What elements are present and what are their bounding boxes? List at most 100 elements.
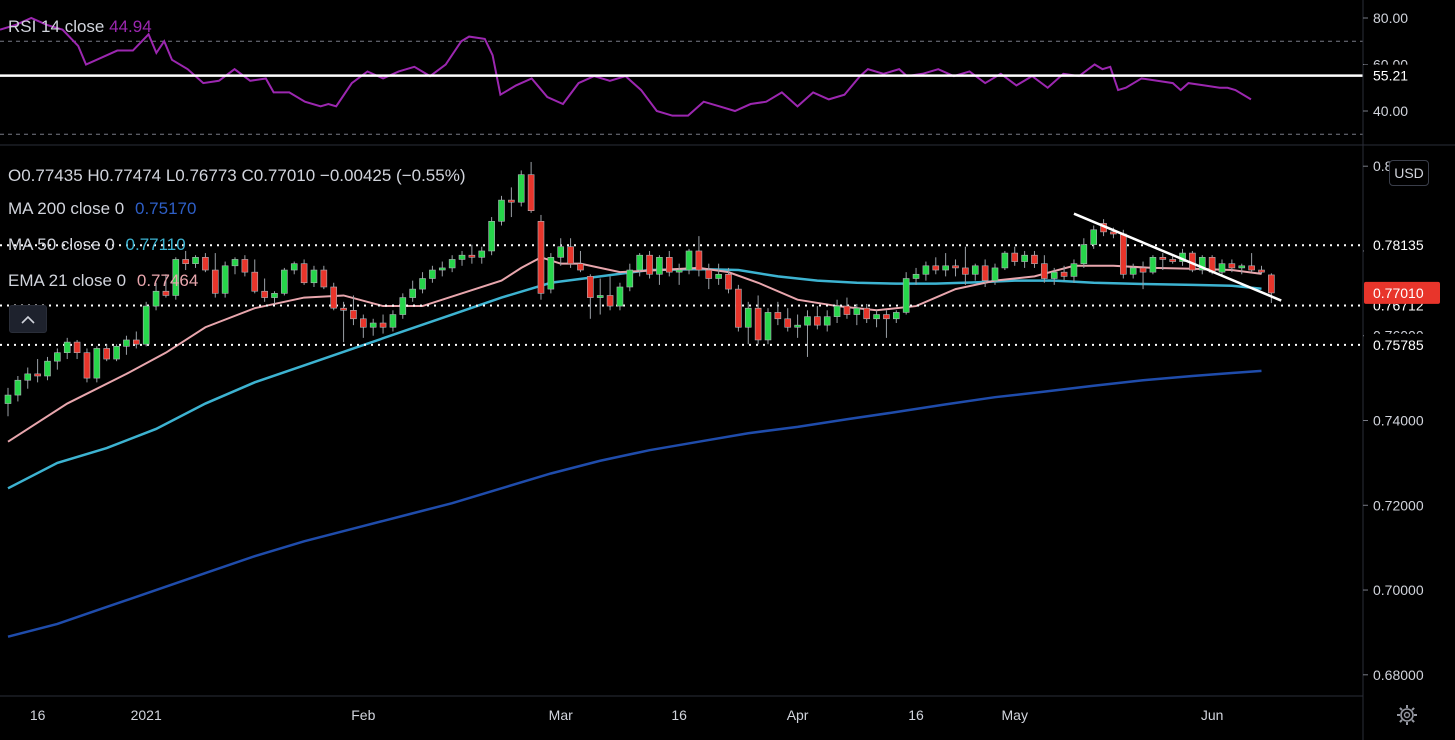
candle-up: [1218, 263, 1226, 273]
level-price-badge: [1364, 333, 1454, 356]
candle-up: [123, 339, 130, 347]
candle-down: [73, 341, 81, 353]
current-price-badge: [1364, 281, 1440, 304]
candle-up: [478, 250, 486, 258]
candle-down: [784, 318, 792, 328]
candle-down: [320, 269, 328, 288]
candle-down: [843, 305, 851, 315]
candle-down: [932, 265, 940, 271]
candle-up: [54, 352, 61, 362]
ema21-legend-value: 0.77464: [136, 271, 199, 290]
candle-up: [458, 254, 466, 260]
ema21-legend: EMA 21 close 0 0.77464: [8, 271, 198, 291]
candle-down: [360, 318, 367, 328]
candle-up: [804, 316, 811, 326]
candle-down: [182, 259, 189, 264]
candle-down: [1258, 269, 1265, 273]
ma200-legend-label: MA 200 close 0: [8, 199, 125, 218]
trendline: [1073, 212, 1282, 302]
candle-up: [290, 263, 298, 271]
gear-icon[interactable]: [1395, 703, 1419, 727]
candle-up: [971, 265, 979, 275]
candle-up: [4, 394, 12, 404]
candle-down: [1248, 265, 1255, 271]
candle-up: [902, 278, 910, 313]
candle-down: [1228, 263, 1236, 269]
candle-down: [1110, 231, 1117, 235]
ohlc-legend: O0.77435 H0.77474 L0.76773 C0.77010 −0.0…: [8, 166, 466, 185]
candle-down: [350, 309, 357, 320]
candle-up: [764, 312, 772, 341]
candle-up: [794, 324, 801, 328]
candle-up: [892, 312, 900, 320]
candle-down: [330, 286, 338, 309]
candle-down: [863, 307, 870, 320]
candle-up: [1001, 252, 1009, 269]
rsi-tick-label: 80.00: [1373, 10, 1408, 26]
price-tick-label: 0.72000: [1373, 497, 1424, 513]
level-price-label: 0.75785: [1373, 337, 1424, 353]
candle-up: [991, 267, 999, 281]
candle-up: [271, 293, 278, 298]
candle-up: [833, 305, 841, 317]
candle-up: [616, 286, 624, 307]
candle-down: [537, 220, 545, 294]
candle-down: [883, 314, 890, 320]
axes: 80.0060.0040.0055.210.800000.780000.7600…: [30, 10, 1454, 723]
candle-down: [952, 265, 959, 269]
candle-up: [517, 174, 525, 203]
candle-down: [202, 257, 209, 271]
candle-down: [646, 254, 653, 275]
candle-up: [448, 259, 456, 269]
candle-up: [596, 295, 604, 298]
candle-down: [1159, 257, 1167, 260]
time-tick-label: Feb: [351, 707, 375, 723]
candle-down: [814, 316, 821, 326]
candle-up: [498, 199, 505, 222]
candle-down: [962, 267, 969, 275]
candle-up: [1149, 257, 1157, 273]
candle-down: [1169, 259, 1176, 262]
candle-up: [1129, 267, 1137, 275]
candle-down: [774, 312, 782, 320]
candle-up: [429, 269, 436, 279]
candle-up: [1090, 229, 1097, 245]
candle-up: [636, 254, 643, 271]
candle-down: [241, 259, 249, 273]
current-price-label: 0.77010: [1373, 285, 1424, 301]
candle-up: [310, 269, 318, 284]
collapse-legend-button[interactable]: [9, 305, 47, 333]
candle-down: [211, 269, 219, 294]
candle-down: [468, 254, 476, 258]
candle-down: [251, 271, 259, 292]
ma200-line: [7, 369, 1262, 638]
candle-down: [300, 263, 308, 284]
candle-up: [152, 290, 160, 307]
candle-up: [142, 305, 150, 345]
currency-button[interactable]: USD: [1389, 160, 1429, 186]
candle-up: [626, 269, 634, 288]
price-tick-label: 0.70000: [1373, 582, 1424, 598]
candle-down: [1060, 271, 1068, 277]
candle-down: [695, 250, 703, 271]
price-panel: [0, 161, 1363, 638]
rsi-legend-value: 44.94: [109, 17, 152, 36]
candle-down: [527, 174, 535, 211]
candle-down: [83, 352, 91, 379]
candle-down: [587, 276, 594, 298]
ma50-legend-value: 0.77110: [125, 235, 186, 254]
candle-down: [340, 307, 347, 311]
candle-up: [192, 257, 199, 264]
candle-down: [1011, 252, 1019, 262]
price-tick-label: 0.68000: [1373, 667, 1424, 683]
candle-down: [103, 348, 110, 360]
candle-up: [231, 259, 239, 267]
time-tick-label: 2021: [131, 707, 162, 723]
candle-up: [63, 341, 71, 353]
candle-down: [162, 290, 170, 296]
candle-down: [1041, 263, 1048, 279]
candle-up: [873, 314, 880, 320]
ma50-legend: MA 50 close 0 0.77110: [8, 235, 186, 255]
candle-up: [912, 273, 920, 279]
candle-up: [675, 269, 683, 273]
